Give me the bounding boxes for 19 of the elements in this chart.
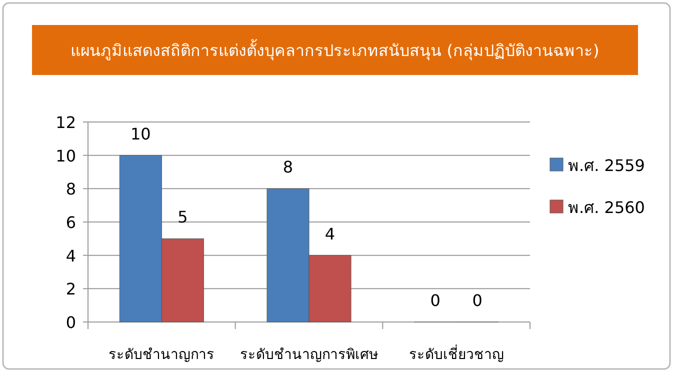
legend-label: พ.ศ. 2560 <box>568 198 645 217</box>
y-tick-label: 12 <box>56 113 76 132</box>
data-label: 5 <box>178 208 188 227</box>
y-tick-label: 10 <box>56 146 76 166</box>
data-label: 10 <box>130 124 151 144</box>
y-tick-label: 6 <box>66 213 76 232</box>
x-tick-label: ระดับชำนาญการ <box>108 347 215 363</box>
x-tick-label: ระดับชำนาญการพิเศษ <box>240 347 378 363</box>
y-tick-label: 8 <box>66 180 76 199</box>
data-label: 8 <box>282 158 294 177</box>
x-tick-label: ระดับเชี่ยวชาญ <box>408 345 504 363</box>
data-label: 4 <box>324 224 336 244</box>
data-label: 0 <box>472 291 482 310</box>
y-tick-label: 0 <box>66 313 76 332</box>
y-tick-label: 4 <box>66 246 76 266</box>
data-label: 0 <box>430 291 440 310</box>
y-tick-label: 2 <box>66 280 76 299</box>
chart-title: แผนภูมิแสดงสถิติการแต่งตั้งบุคลากรประเภทสนับสนุน (กลุ่มปฏิบัติงานฉพาะ) <box>70 39 600 61</box>
legend-label: พ.ศ. 2559 <box>568 156 645 175</box>
